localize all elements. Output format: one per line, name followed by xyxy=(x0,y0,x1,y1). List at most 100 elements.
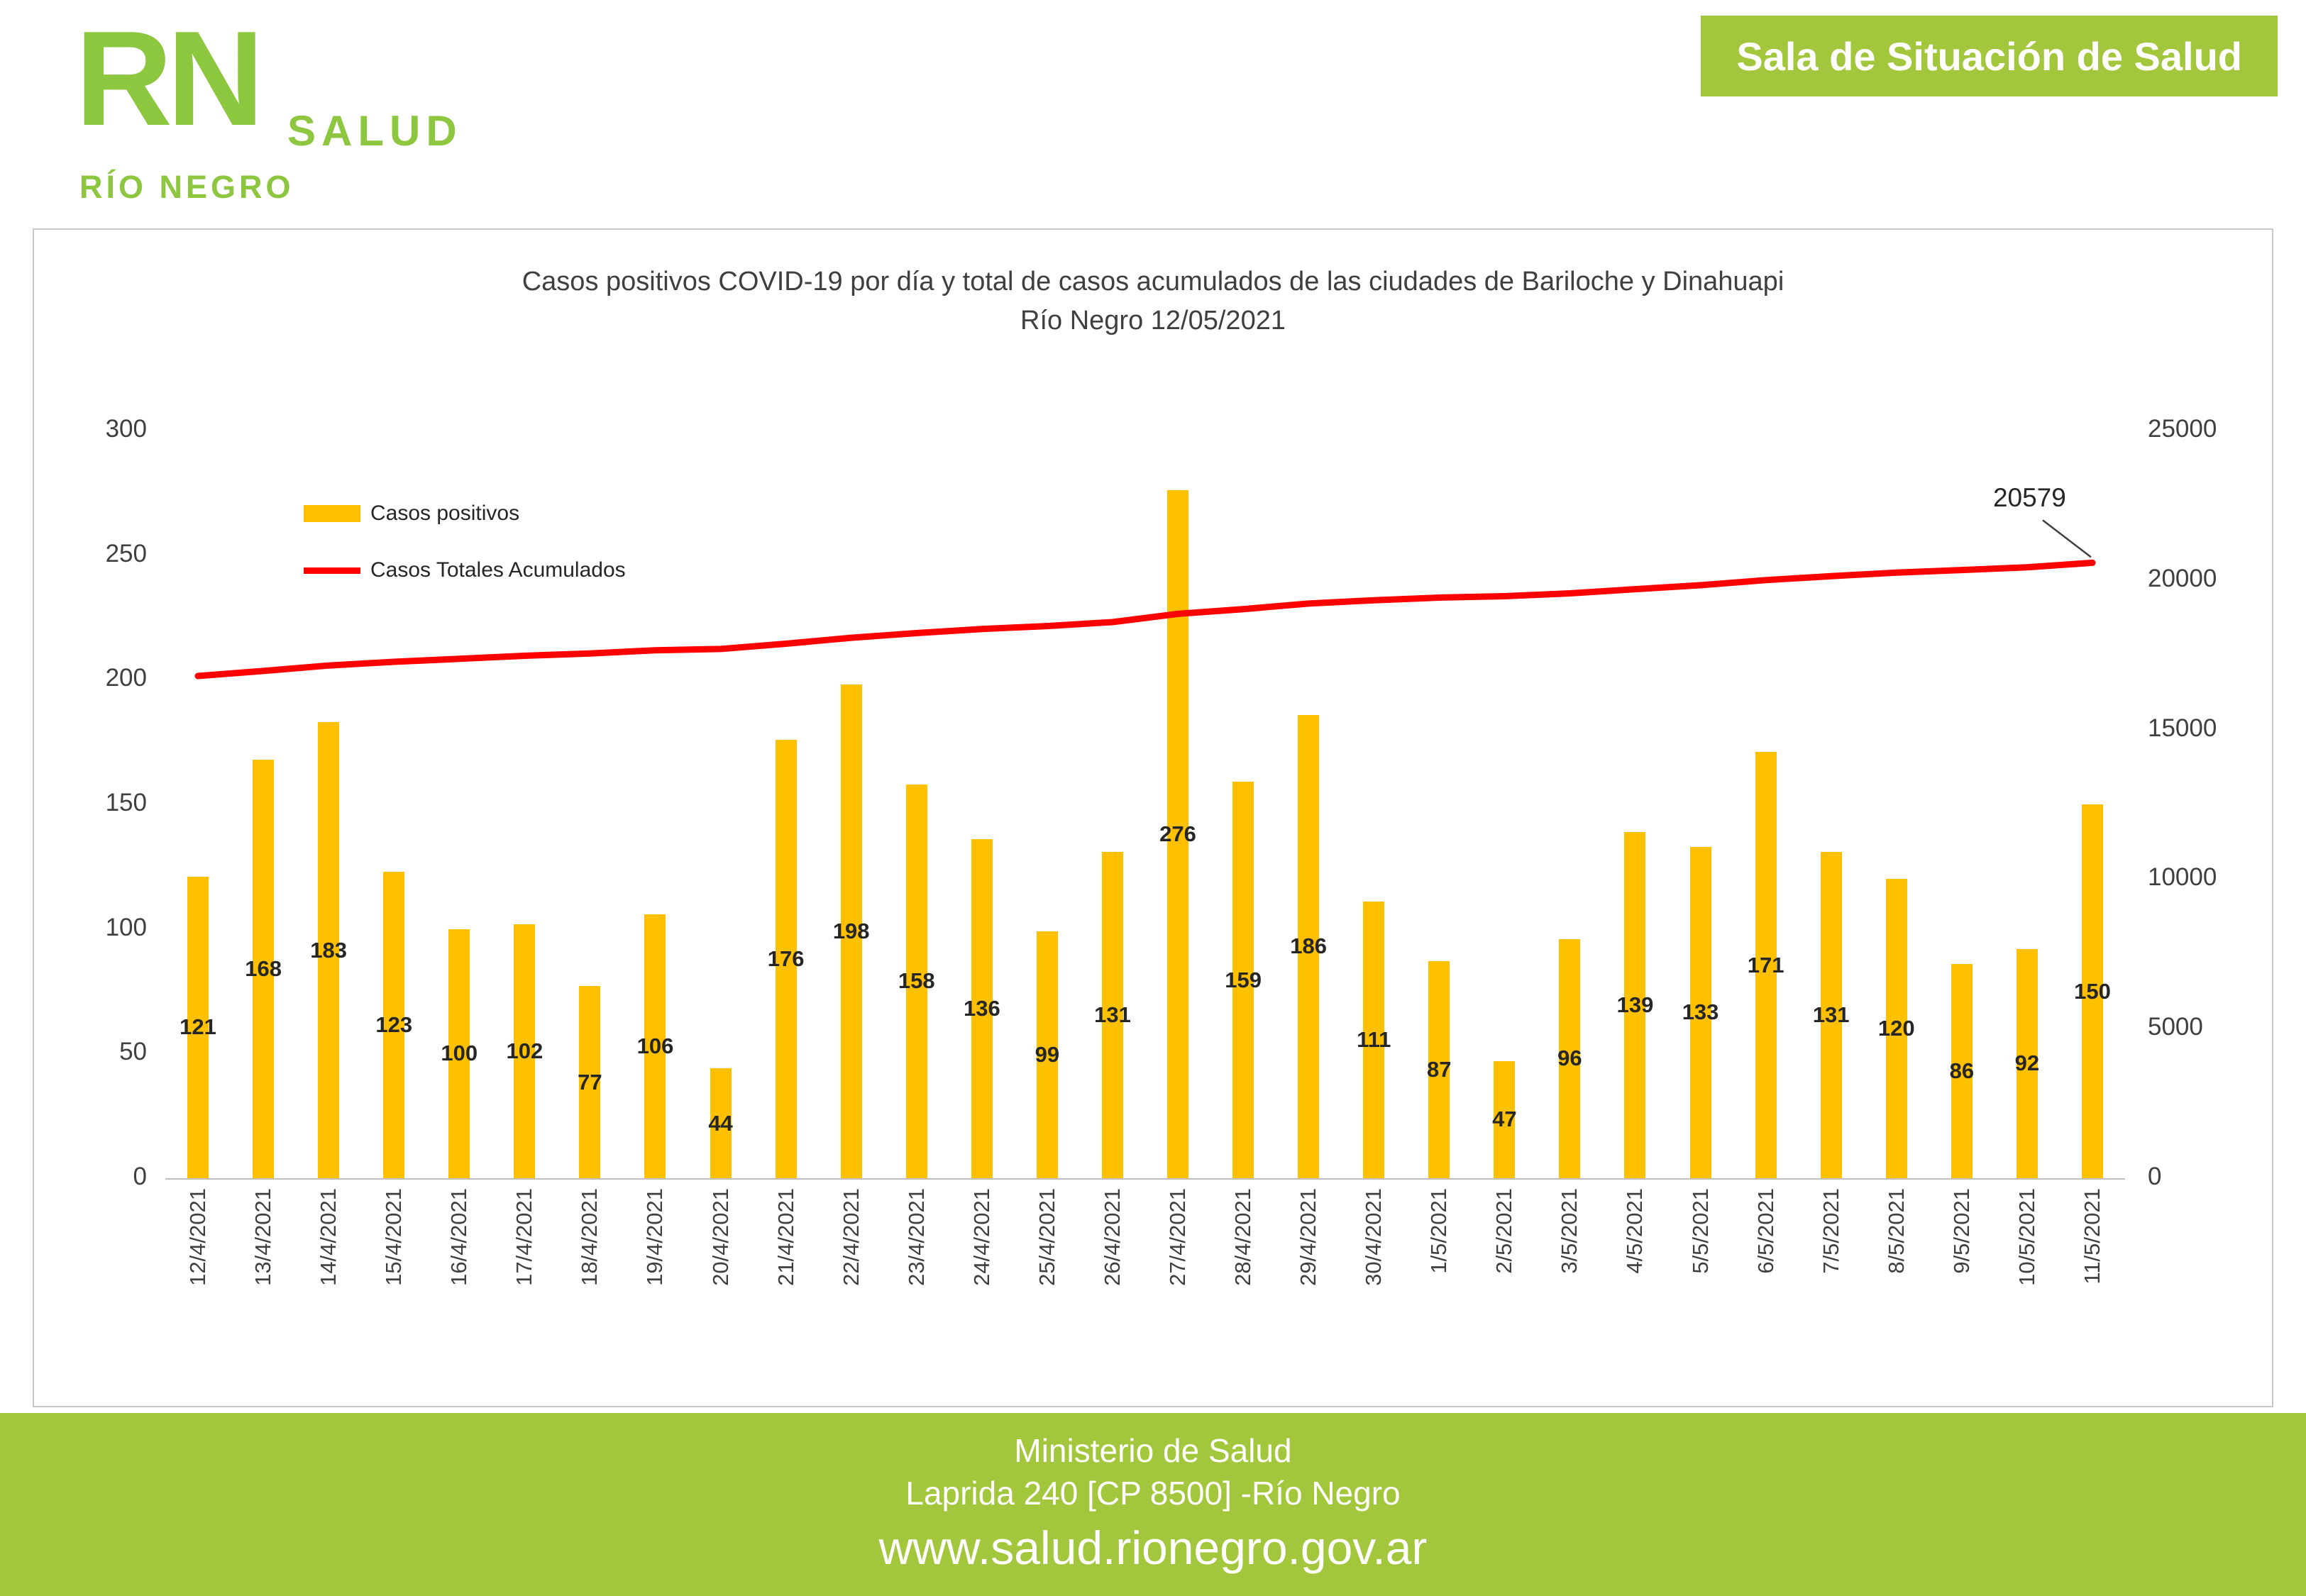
bar-value-label: 131 xyxy=(1094,1002,1131,1027)
plot-area: 121 12/4/2021 168 13/4/2021 183 14/4/2021 123 1… xyxy=(165,431,2125,1286)
bar-casos-positivos xyxy=(1755,752,1777,1178)
bar-casos-positivos xyxy=(1559,938,1581,1178)
footer-address: Laprida 240 [CP 8500] -Río Negro xyxy=(905,1474,1401,1512)
bar-value-label: 111 xyxy=(1357,1027,1391,1053)
bar-slot: 87 1/5/2021 xyxy=(1406,431,1472,1274)
right-axis-tick: 25000 xyxy=(2148,415,2217,443)
bar-slot: 102 17/4/2021 xyxy=(492,431,557,1286)
bar-slot: 96 3/5/2021 xyxy=(1537,431,1602,1274)
bar-slot: 183 14/4/2021 xyxy=(296,431,361,1286)
bar-value-label: 136 xyxy=(963,996,1000,1021)
bars-layer: 121 12/4/2021 168 13/4/2021 183 14/4/2021 123 1… xyxy=(165,431,2125,1286)
legend-item-casos-acumulados: Casos Totales Acumulados xyxy=(304,558,626,582)
bar-slot: 133 5/5/2021 xyxy=(1668,431,1733,1274)
right-axis-tick: 10000 xyxy=(2148,863,2217,892)
annotation-callout-line xyxy=(2042,519,2092,558)
logo-salud-text: SALUD xyxy=(287,107,463,155)
x-axis-label: 17/4/2021 xyxy=(512,1188,537,1286)
bar-value-label: 150 xyxy=(2074,978,2111,1004)
legend-line-swatch xyxy=(304,567,360,574)
bar-value-label: 102 xyxy=(506,1038,544,1063)
x-axis-label: 14/4/2021 xyxy=(316,1188,341,1286)
bar-casos-positivos xyxy=(1494,1060,1516,1178)
bar-casos-positivos xyxy=(1036,931,1058,1178)
x-axis-label: 28/4/2021 xyxy=(1230,1188,1256,1286)
right-axis-tick: 20000 xyxy=(2148,564,2217,592)
left-axis-tick: 300 xyxy=(105,415,147,443)
bar-casos-positivos xyxy=(1363,902,1385,1178)
x-axis-label: 4/5/2021 xyxy=(1622,1188,1648,1274)
bar-slot: 120 8/5/2021 xyxy=(1864,431,1929,1274)
annotation-label: 20579 xyxy=(1992,483,2066,513)
x-axis-label: 9/5/2021 xyxy=(1948,1188,1974,1274)
footer-url: www.salud.rionegro.gov.ar xyxy=(878,1521,1428,1574)
bar-casos-positivos xyxy=(710,1068,732,1178)
bar-value-label: 106 xyxy=(636,1033,674,1058)
x-axis-label: 8/5/2021 xyxy=(1883,1188,1909,1274)
left-axis-tick: 100 xyxy=(105,913,147,941)
x-axis-label: 3/5/2021 xyxy=(1557,1188,1582,1274)
right-axis-tick: 15000 xyxy=(2148,714,2217,742)
bar-casos-positivos xyxy=(2016,948,2038,1178)
bar-casos-positivos xyxy=(1820,851,1842,1178)
x-axis-label: 1/5/2021 xyxy=(1426,1188,1452,1274)
bar-slot: 171 6/5/2021 xyxy=(1733,431,1799,1274)
bar-slot: 123 15/4/2021 xyxy=(361,431,426,1286)
bar-casos-positivos xyxy=(1167,490,1189,1178)
x-axis-label: 22/4/2021 xyxy=(838,1188,864,1286)
bar-slot: 100 16/4/2021 xyxy=(426,431,492,1286)
cumulative-line xyxy=(194,559,2096,680)
right-axis-tick: 0 xyxy=(2148,1163,2162,1190)
bar-casos-positivos xyxy=(2081,804,2103,1178)
bar-slot: 131 26/4/2021 xyxy=(1080,431,1145,1286)
bar-casos-positivos xyxy=(253,759,275,1178)
logo-rio-negro-text: RÍO NEGRO xyxy=(79,169,294,205)
left-axis-tick: 200 xyxy=(105,664,147,692)
bar-slot: 106 19/4/2021 xyxy=(622,431,688,1286)
bar-slot: 86 9/5/2021 xyxy=(1929,431,1995,1274)
legend-line-label: Casos Totales Acumulados xyxy=(370,558,626,582)
bar-value-label: 183 xyxy=(310,937,348,963)
chart-title-line2: Río Negro 12/05/2021 xyxy=(1020,306,1286,336)
bar-casos-positivos xyxy=(318,722,340,1178)
bar-slot: 159 28/4/2021 xyxy=(1210,431,1276,1286)
bar-slot: 77 18/4/2021 xyxy=(557,431,622,1286)
bar-value-label: 86 xyxy=(1949,1058,1975,1083)
bar-value-label: 100 xyxy=(441,1041,478,1066)
left-axis-tick: 50 xyxy=(119,1038,147,1066)
bar-value-label: 186 xyxy=(1290,933,1328,959)
left-axis-ticks: 0 50 100 150 200 250 300 xyxy=(48,415,147,1190)
x-axis-label: 20/4/2021 xyxy=(707,1188,733,1286)
bar-value-label: 176 xyxy=(767,946,805,971)
bar-casos-positivos xyxy=(187,876,209,1178)
x-axis-label: 6/5/2021 xyxy=(1753,1188,1778,1274)
bar-casos-positivos xyxy=(1298,714,1320,1178)
bar-slot: 168 13/4/2021 xyxy=(231,431,296,1286)
bar-slot: 121 12/4/2021 xyxy=(165,431,231,1286)
right-axis-tick: 5000 xyxy=(2148,1013,2203,1041)
bar-slot: 111 30/4/2021 xyxy=(1341,431,1406,1286)
bar-casos-positivos xyxy=(579,986,601,1178)
x-axis-label: 2/5/2021 xyxy=(1491,1188,1517,1274)
bar-slot: 47 2/5/2021 xyxy=(1472,431,1537,1274)
bar-slot: 158 23/4/2021 xyxy=(884,431,949,1286)
x-axis-label: 23/4/2021 xyxy=(903,1188,929,1286)
bar-slot: 186 29/4/2021 xyxy=(1276,431,1341,1286)
bar-casos-positivos xyxy=(840,685,862,1178)
bar-slot: 131 7/5/2021 xyxy=(1799,431,1864,1274)
x-axis-label: 25/4/2021 xyxy=(1034,1188,1059,1286)
bar-slot: 276 27/4/2021 xyxy=(1145,431,1210,1286)
bar-value-label: 276 xyxy=(1159,821,1196,847)
x-axis-label: 19/4/2021 xyxy=(642,1188,668,1286)
bar-value-label: 198 xyxy=(832,919,870,944)
bar-value-label: 123 xyxy=(375,1012,413,1037)
bar-casos-positivos xyxy=(1624,831,1646,1178)
bar-value-label: 171 xyxy=(1747,952,1784,977)
bar-value-label: 47 xyxy=(1492,1107,1517,1132)
x-axis-label: 21/4/2021 xyxy=(773,1188,798,1286)
x-axis-label: 26/4/2021 xyxy=(1099,1188,1125,1286)
rn-logo: RN xyxy=(75,4,264,154)
chart-title: Casos positivos COVID-19 por día y total… xyxy=(34,262,2272,340)
bar-casos-positivos xyxy=(383,871,405,1178)
bar-slot: 136 24/4/2021 xyxy=(949,431,1015,1286)
